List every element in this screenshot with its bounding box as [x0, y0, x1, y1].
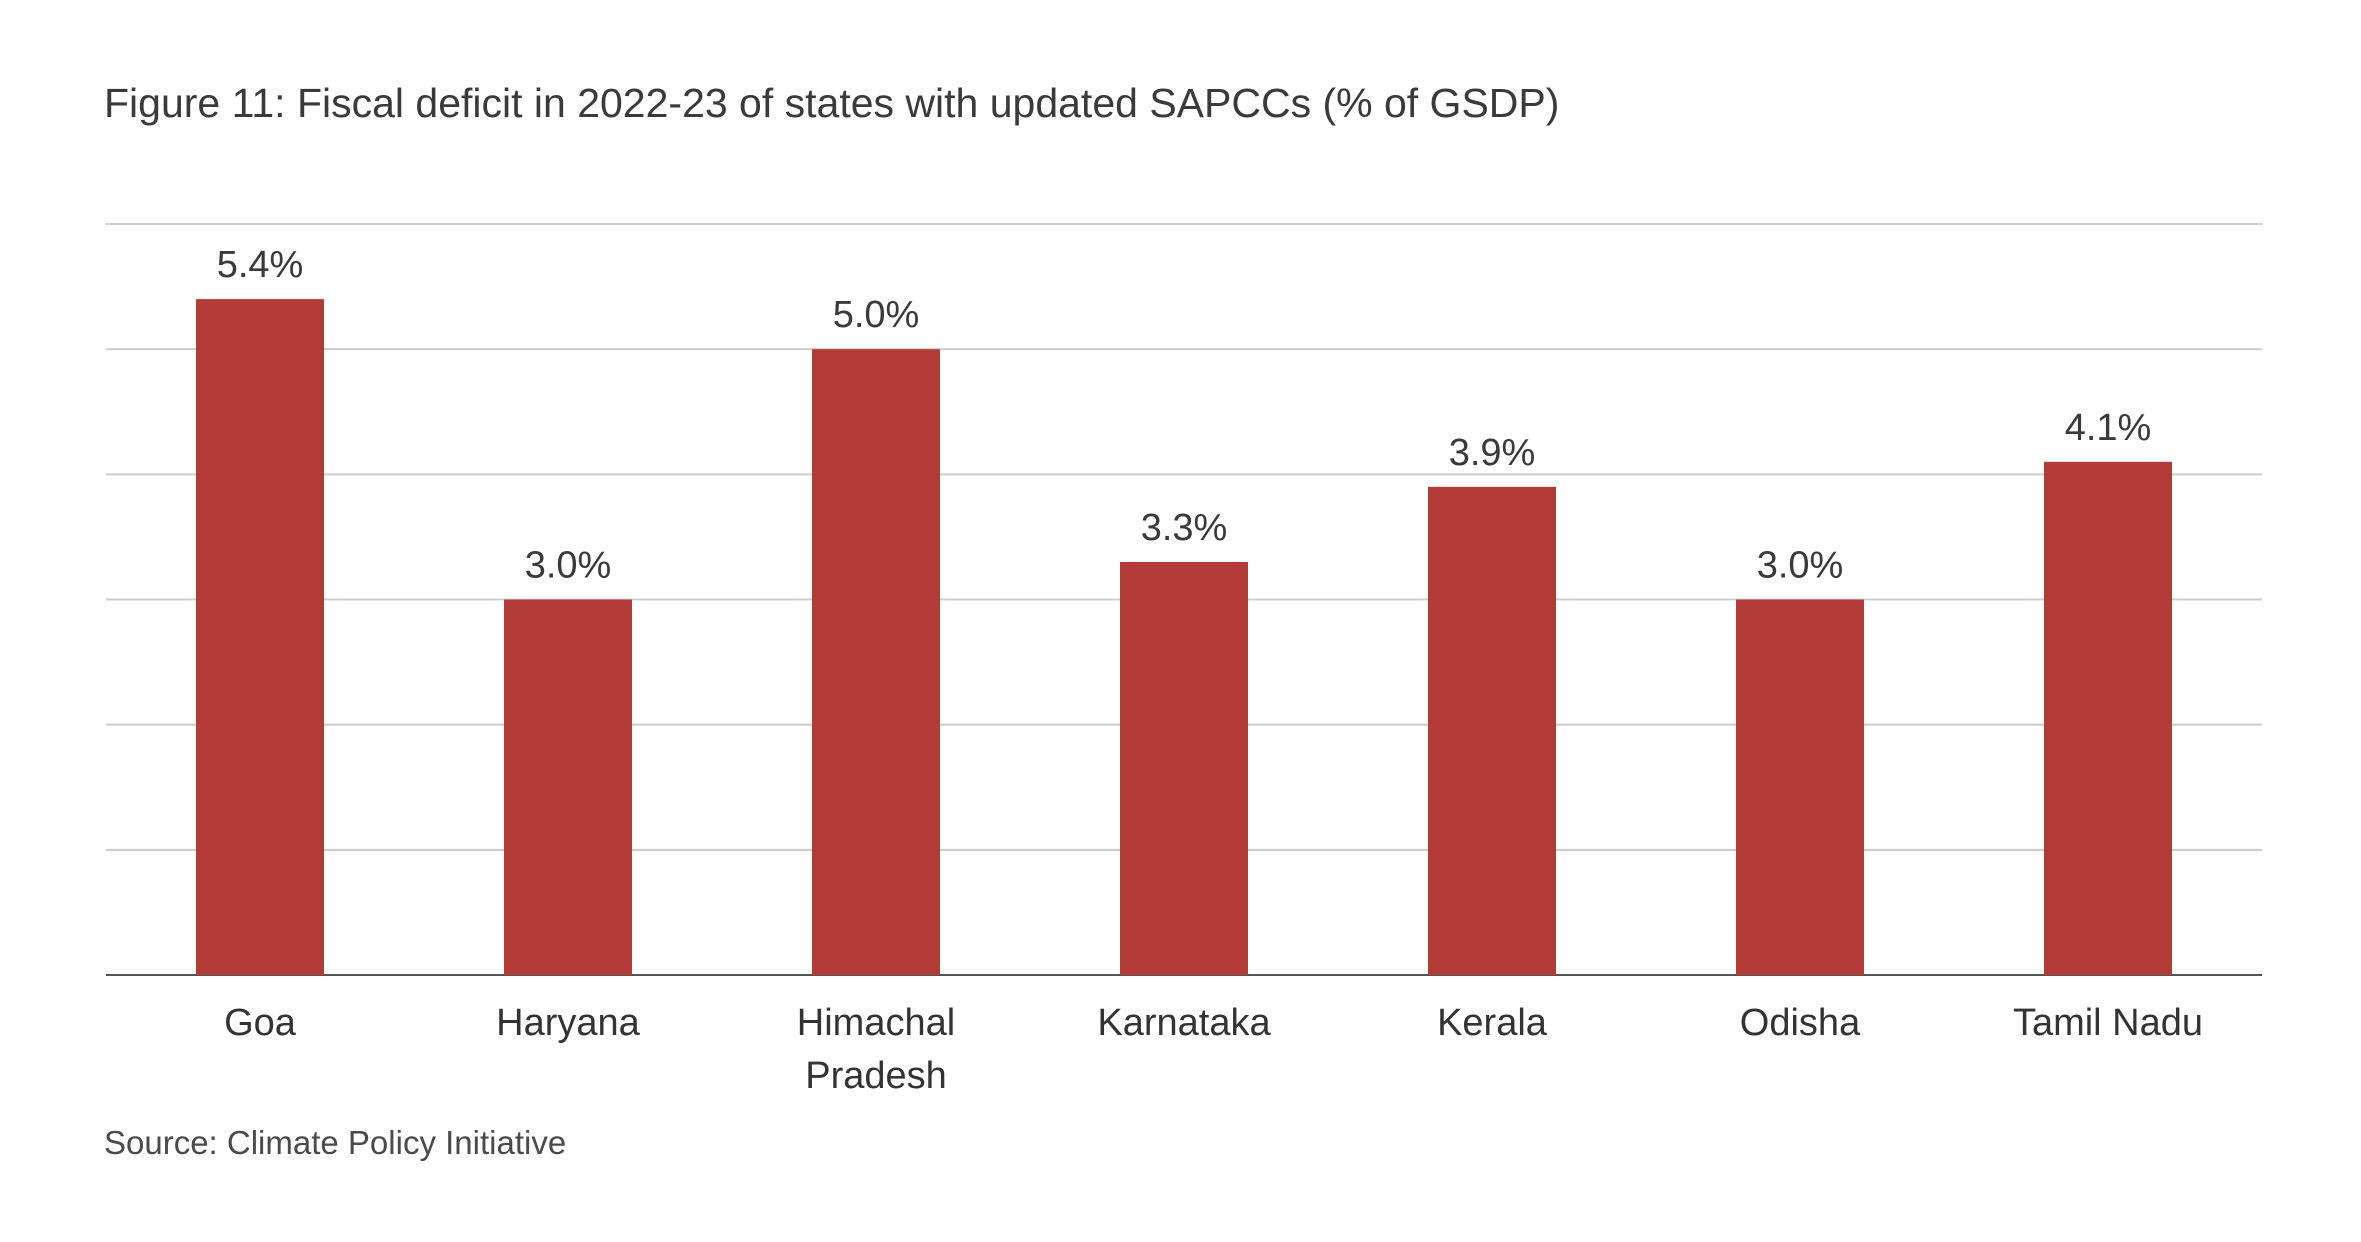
category-label: Karnataka	[1097, 1002, 1271, 1044]
bar-value-labels: 5.4% 3.0% 5.0% 3.3% 3.9% 3.0% 4.1%	[217, 244, 2152, 586]
bar	[196, 299, 324, 976]
bar	[2044, 461, 2172, 976]
chart-source: Source: Climate Policy Initiative	[104, 1124, 567, 1161]
bars	[196, 299, 2172, 976]
category-label: Goa	[224, 1002, 297, 1044]
bar	[1736, 599, 1864, 975]
bar-value-label: 3.0%	[1757, 545, 1844, 587]
bar-value-label: 5.4%	[217, 244, 304, 286]
category-label: Tamil Nadu	[2013, 1002, 2203, 1044]
bar-value-label: 3.9%	[1449, 432, 1536, 474]
category-label: Pradesh	[805, 1055, 947, 1097]
bar-value-label: 3.3%	[1141, 507, 1228, 549]
category-label: Haryana	[496, 1002, 640, 1044]
chart-title: Figure 11: Fiscal deficit in 2022-23 of …	[104, 80, 1560, 126]
bar	[1120, 561, 1248, 975]
bar	[812, 349, 940, 976]
bar	[504, 599, 632, 975]
category-label: Kerala	[1437, 1002, 1548, 1044]
category-label: Odisha	[1740, 1002, 1861, 1044]
bar-value-label: 3.0%	[525, 545, 612, 587]
category-label: Himachal	[797, 1002, 955, 1044]
bar-value-label: 4.1%	[2065, 407, 2152, 449]
category-labels: Goa Haryana Himachal Pradesh Karnataka Kerala…	[224, 1002, 2203, 1097]
bar-value-label: 5.0%	[833, 294, 920, 336]
bar	[1428, 486, 1556, 975]
